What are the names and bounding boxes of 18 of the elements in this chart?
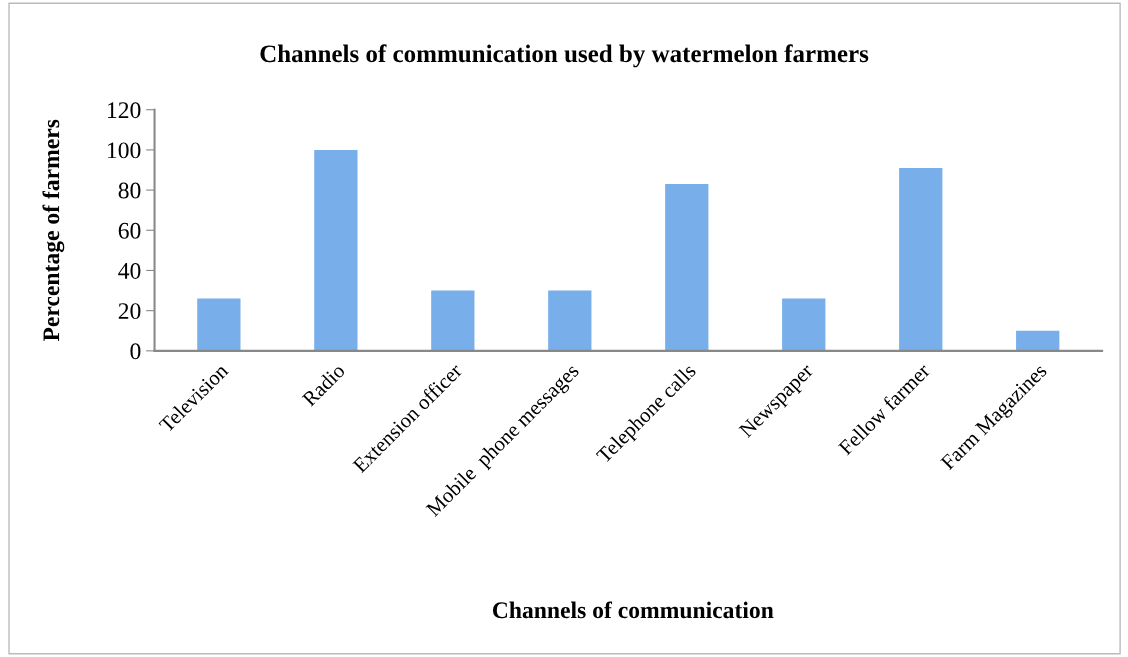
y-tick-label: 40 — [118, 262, 141, 279]
x-axis-title: Channels of communication — [492, 601, 774, 619]
y-tick-label: 100 — [108, 142, 141, 159]
bar — [197, 298, 241, 351]
y-axis-title: Percentage of farmers — [42, 119, 65, 342]
bar — [548, 290, 592, 351]
bar — [314, 149, 358, 351]
chart-title: Channels of communication used by watermelon farmers — [260, 44, 869, 68]
bar — [431, 290, 475, 351]
bar — [1016, 330, 1060, 351]
y-tick-label: 80 — [118, 182, 141, 199]
bar — [665, 184, 709, 351]
bar — [899, 167, 943, 351]
y-tick-label: 120 — [108, 102, 141, 119]
y-tick-label: 20 — [118, 303, 141, 320]
y-tick-label: 60 — [118, 222, 141, 239]
y-tick-label: 0 — [130, 343, 141, 360]
bar — [782, 298, 826, 351]
